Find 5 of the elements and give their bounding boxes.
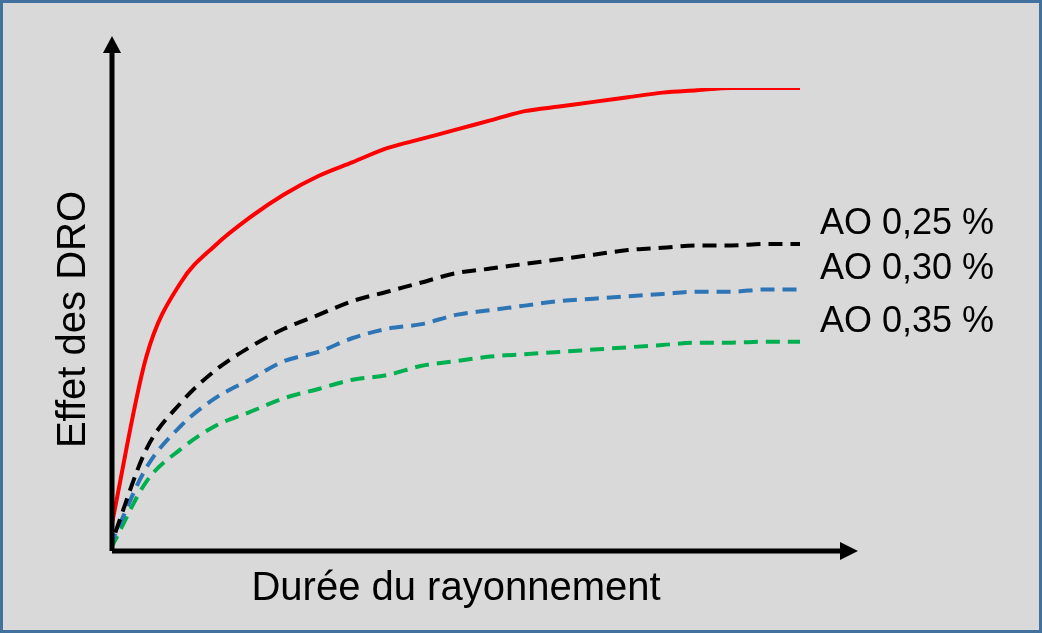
- series-label: AO 0,35 %: [820, 298, 995, 340]
- x-axis-title: Durée du rayonnement: [251, 564, 661, 609]
- series-label: AO 0,30 %: [820, 246, 995, 288]
- y-axis-title: Effet des DRO: [49, 190, 94, 449]
- series-label: AO 0,25 %: [820, 200, 995, 242]
